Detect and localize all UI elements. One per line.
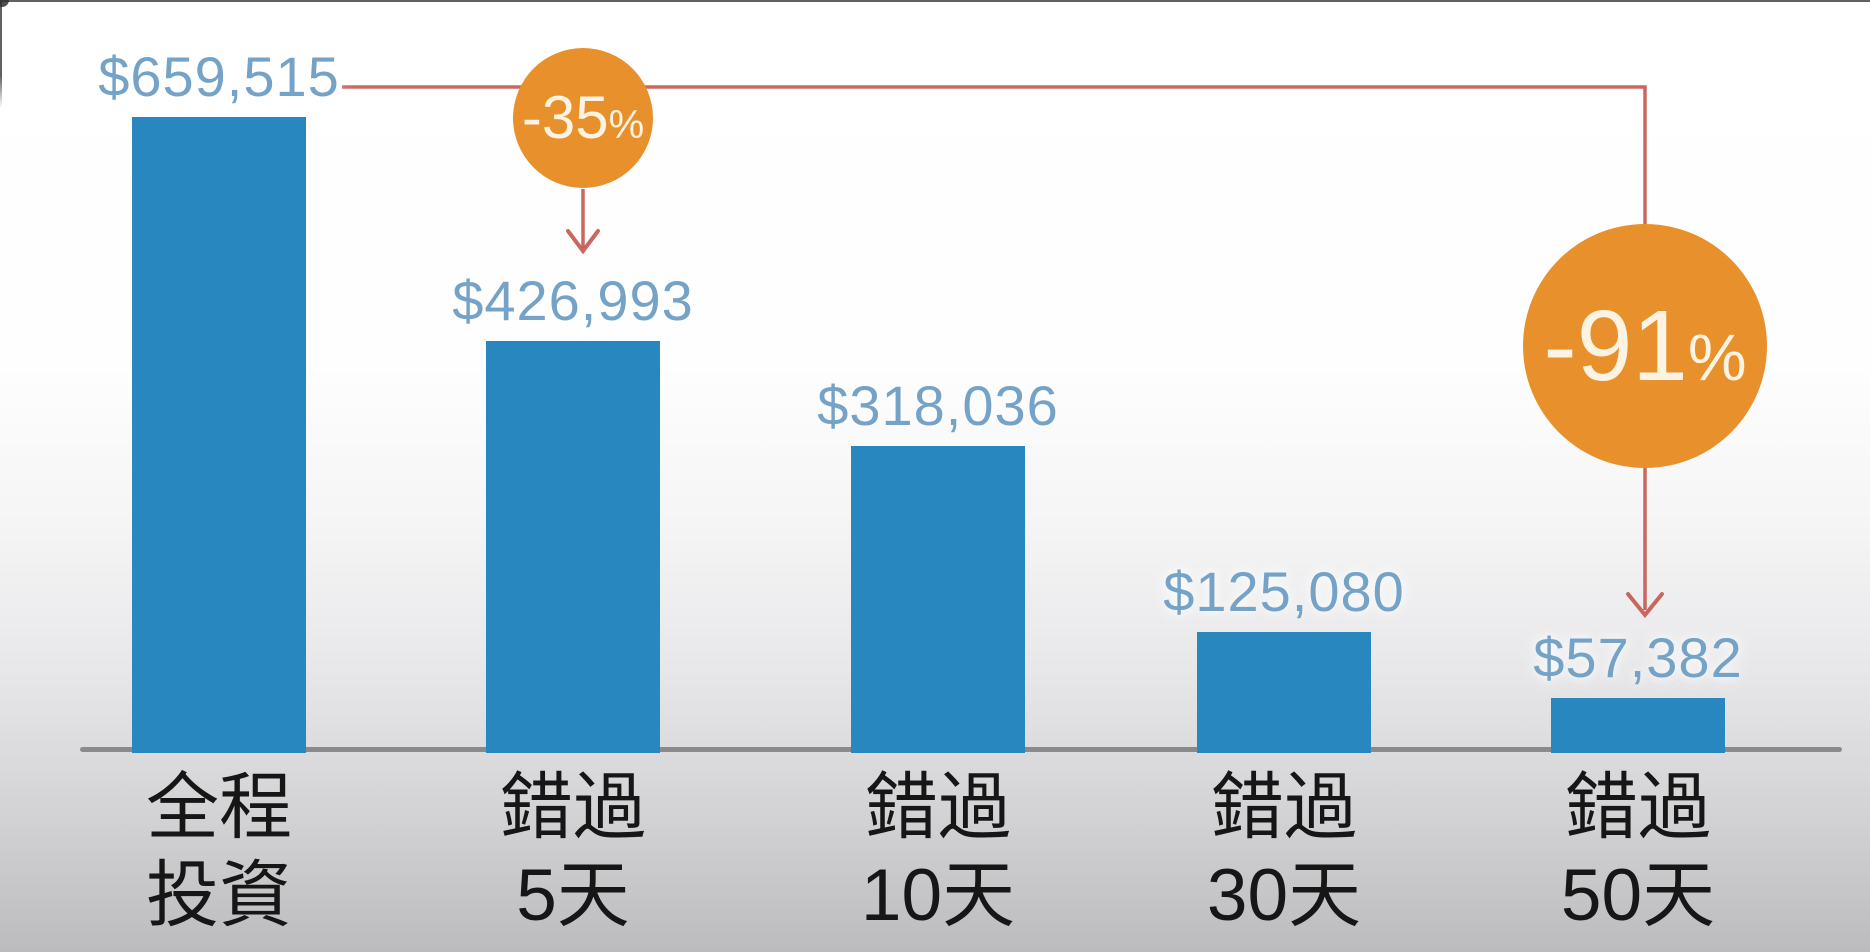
bar-column-full-investment: $659,515 全程 投資 — [0, 0, 469, 952]
bar-column-miss-5-days: $426,993 錯過 5天 — [323, 0, 823, 952]
value-label: $57,382 — [1533, 625, 1743, 689]
bar — [132, 117, 306, 753]
annotation-badge-minus-35-percent: -35% — [513, 48, 653, 188]
value-label: $659,515 — [98, 45, 340, 108]
value-label: $318,036 — [817, 374, 1059, 438]
category-label: 錯過 50天 — [1560, 767, 1716, 936]
bar — [486, 341, 660, 753]
bar — [1551, 697, 1725, 753]
annotation-badge-minus-91-percent: -91% — [1523, 224, 1767, 468]
video-frame-corner — [0, 0, 9, 7]
bar-column-miss-50-days: $57,382 錯過 50天 — [1388, 0, 1870, 952]
category-label: 全程 投資 — [146, 767, 292, 936]
video-frame-left-edge — [0, 0, 2, 108]
bar-column-miss-10-days: $318,036 錯過 10天 — [688, 0, 1188, 952]
bar — [1197, 632, 1371, 753]
value-label: $125,080 — [1163, 560, 1405, 624]
bar — [851, 446, 1025, 753]
category-label: 錯過 5天 — [500, 767, 646, 936]
value-label: $426,993 — [452, 269, 694, 333]
category-label: 錯過 30天 — [1206, 767, 1362, 936]
bar-column-miss-30-days: $125,080 錯過 30天 — [1034, 0, 1534, 952]
video-frame-top-edge — [0, 0, 1870, 2]
category-label: 錯過 10天 — [860, 767, 1016, 936]
